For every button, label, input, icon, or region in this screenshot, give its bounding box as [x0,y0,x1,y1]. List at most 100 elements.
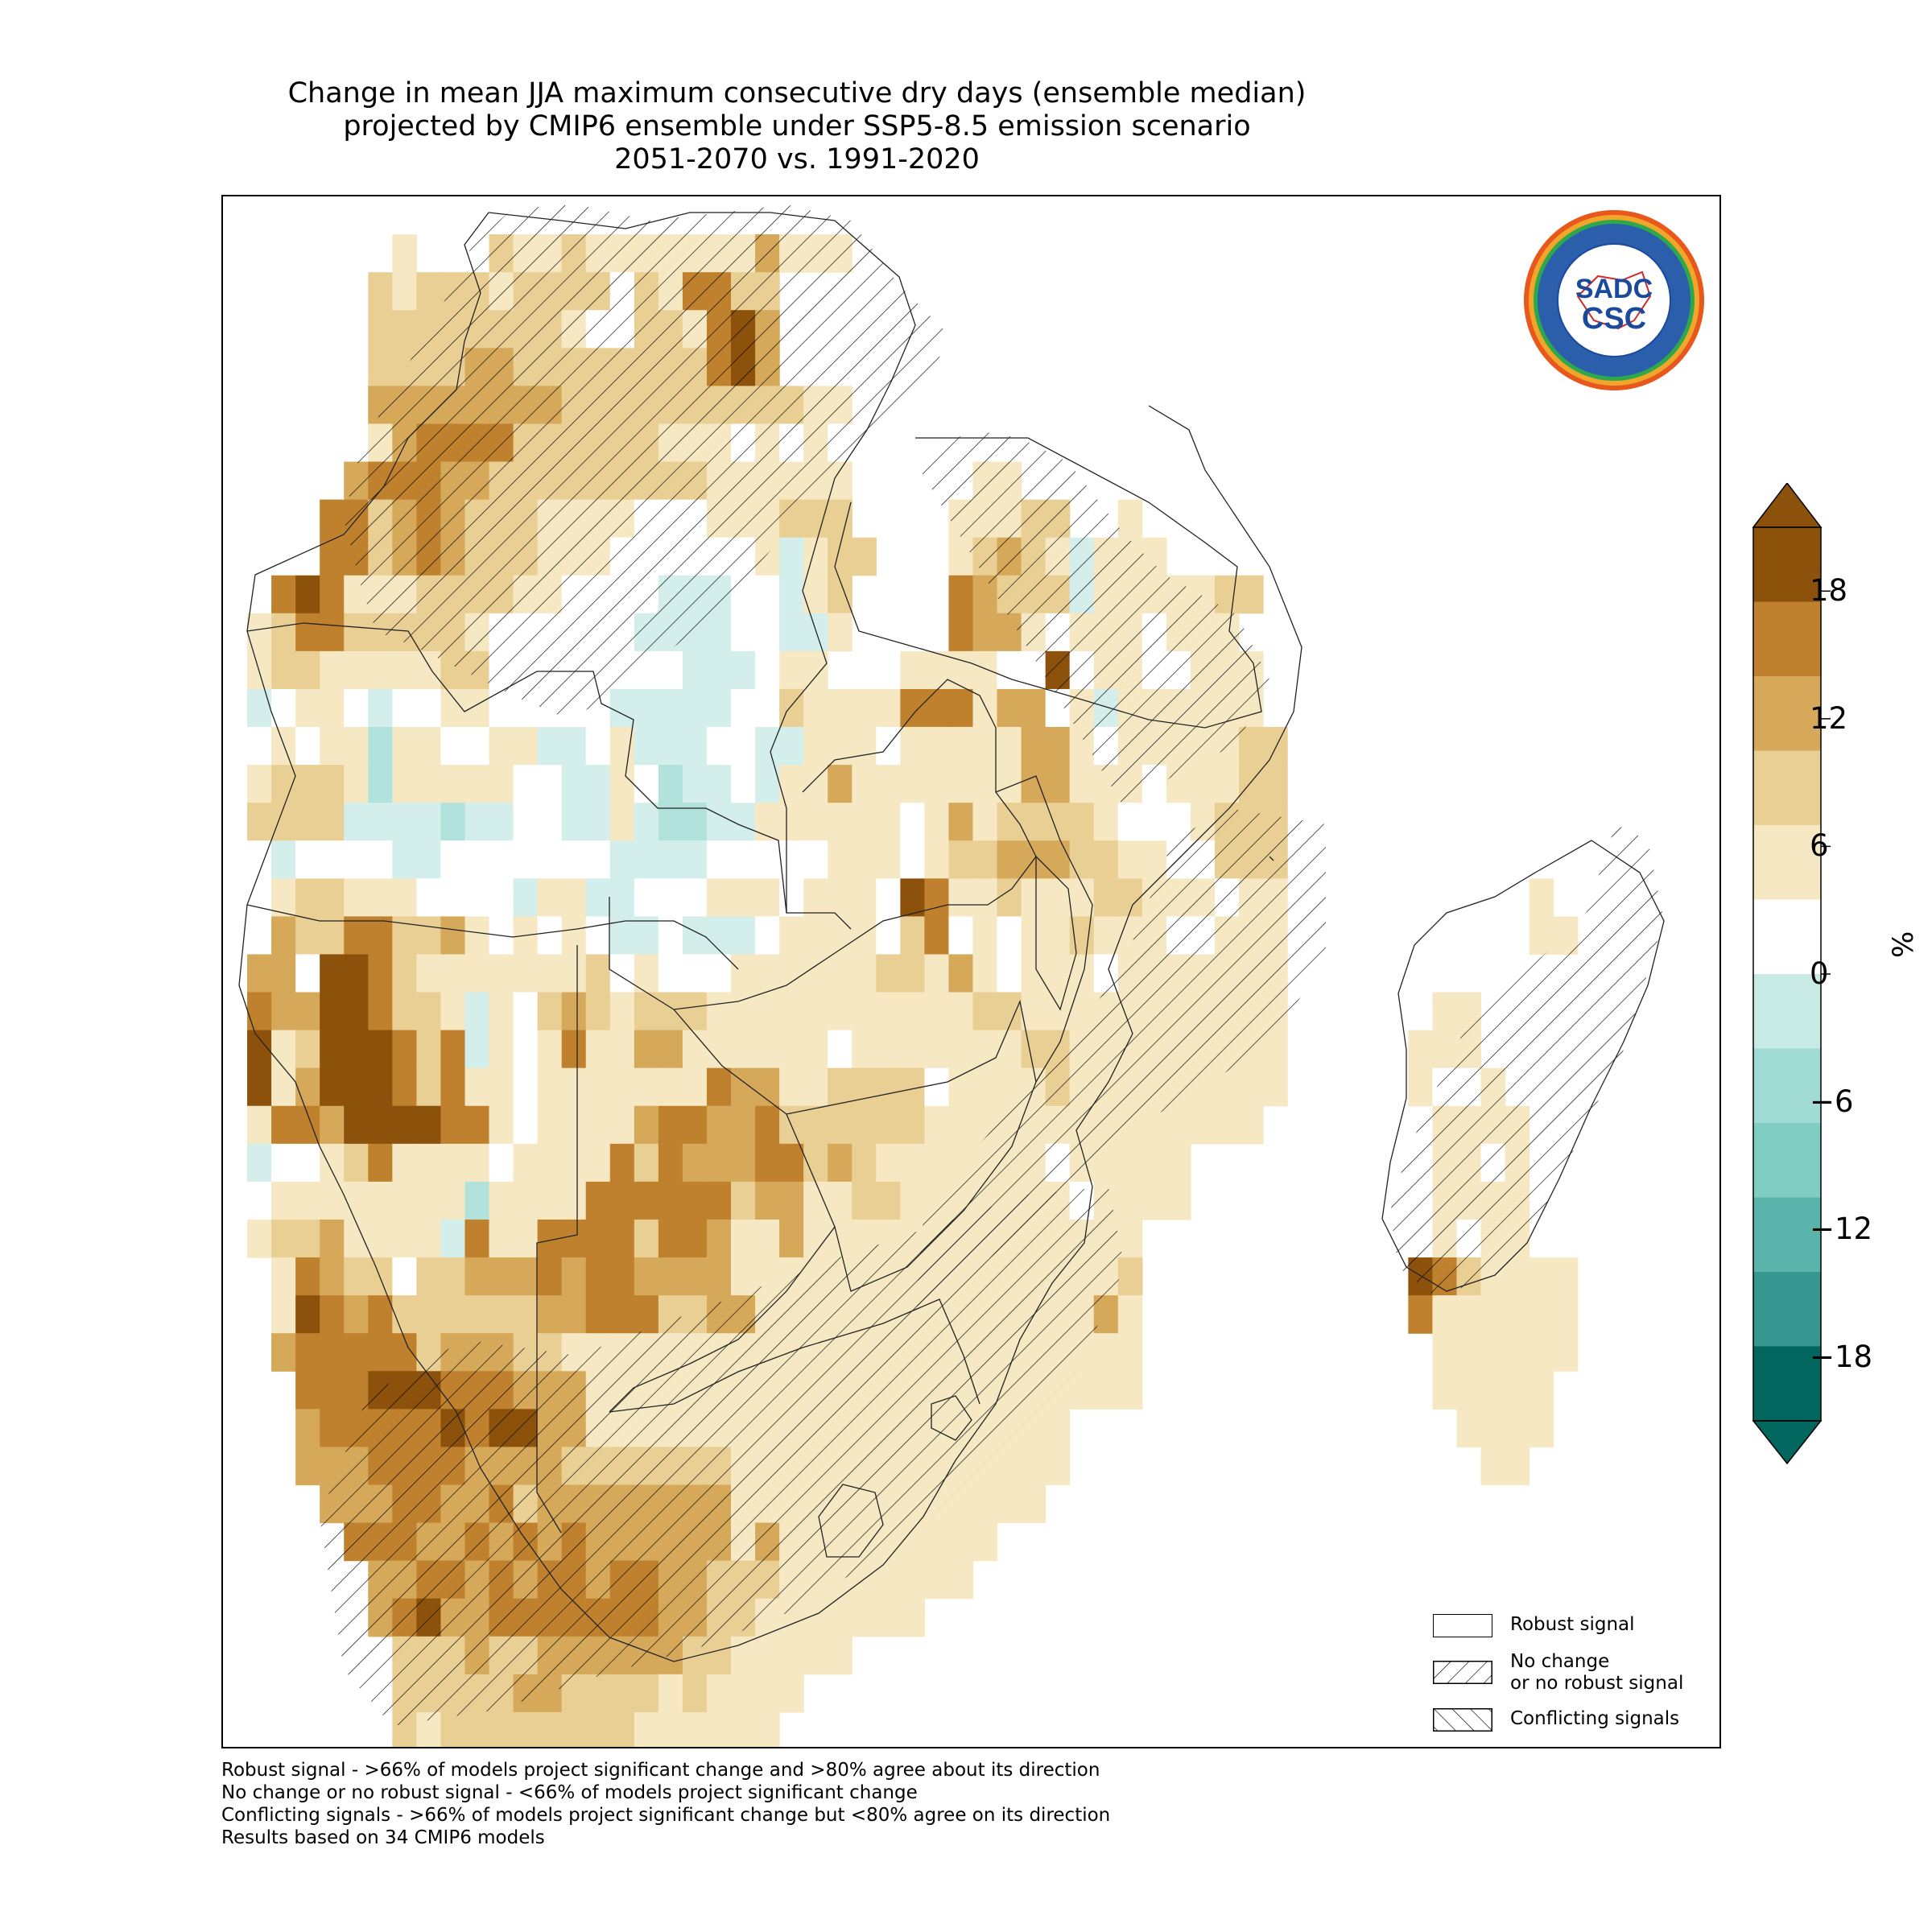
grid-cell [900,992,925,1031]
grid-cell [658,1181,683,1220]
grid-cell [464,916,490,956]
grid-cell [779,1636,804,1675]
grid-cell [1141,1143,1167,1183]
grid-cell [320,499,345,539]
grid-cell [682,878,708,917]
grid-cell [489,878,514,917]
grid-cell [416,1067,442,1107]
grid-cell [634,1257,659,1296]
grid-cell [948,765,974,803]
grid-cell [489,1181,514,1220]
grid-cell [392,272,417,311]
grid-cell [247,727,272,766]
grid-cell [997,1067,1022,1107]
grid-cell [416,1105,442,1145]
grid-cell [731,1181,756,1220]
grid-cell [948,1560,974,1600]
grid-cell [1505,1295,1530,1334]
grid-cell [585,1181,611,1220]
grid-cell [924,803,950,841]
grid-cell [513,1257,539,1296]
grid-cell [852,1143,877,1183]
grid-cell [585,1219,611,1258]
grid-cell [344,840,369,879]
grid-cell [900,1598,925,1637]
grid-cell [706,1674,732,1713]
grid-cell [876,727,901,766]
grid-cell [828,537,852,576]
border-botswana-east [609,1009,836,1413]
grid-cell [803,1067,828,1107]
grid-cell [779,992,804,1031]
grid-cell [876,878,901,917]
grid-cell [320,1219,345,1258]
grid-cell [900,650,925,690]
colorbar-tick-label: −18 [1810,1339,1873,1374]
colorbar-segment [1753,825,1821,900]
grid-cell [634,1143,659,1183]
grid-cell [972,1067,998,1107]
coastline-madagascar [1381,840,1665,1292]
border-angola-south [246,904,739,970]
grid-cell [344,1219,369,1258]
grid-cell [852,878,877,917]
grid-cell [416,272,442,311]
grid-cell [706,650,732,690]
border-namibia-botswana [536,945,578,1534]
grid-cell [392,234,417,273]
grid-cell [1045,1409,1071,1448]
grid-cell [924,878,950,917]
grid-cell [948,688,974,728]
grid-cell [368,1295,393,1334]
legend-swatch-no-change [1433,1661,1492,1684]
grid-cell [609,1219,635,1258]
grid-cell [755,916,780,956]
grid-cell [271,1067,296,1107]
grid-cell [803,1105,828,1145]
grid-cell [682,840,708,879]
grid-cell [416,1030,442,1069]
grid-cell [1529,1371,1554,1410]
grid-cell [513,1143,539,1183]
grid-cell [416,1295,442,1334]
grid-cell [1045,916,1071,956]
grid-cell [634,954,659,993]
grid-cell [1239,765,1264,803]
grid-cell [609,840,635,879]
grid-cell [803,840,828,879]
grid-cell [972,878,998,917]
grid-cell [440,878,466,917]
map-panel [221,195,1721,1748]
grid-cell [948,1105,974,1145]
grid-cell [779,1674,804,1713]
grid-cell [320,1143,345,1183]
grid-cell [755,650,780,690]
hatch-region-south [320,1187,1125,1726]
grid-cell [1069,1371,1095,1410]
grid-cell [828,461,852,501]
grid-cell [924,992,950,1031]
grid-cell [852,688,877,728]
grid-cell [537,1295,563,1334]
grid-cell [1432,1295,1458,1334]
grid-cell [295,1371,320,1410]
grid-cell [320,916,345,956]
grid-cell [247,992,272,1031]
colorbar-segment [1753,1123,1821,1198]
grid-cell [731,1105,756,1145]
grid-cell [416,916,442,956]
grid-cell [1553,1257,1579,1296]
grid-cell [440,727,466,766]
grid-cell [1045,765,1071,803]
grid-cell [609,1030,635,1069]
grid-cell [948,954,974,993]
grid-cell [464,1295,490,1334]
grid-cell [731,1219,756,1258]
border-comoros-mark [1269,856,1274,861]
hatch-region-madagascar [1390,824,1664,1299]
grid-cell [682,954,708,993]
grid-cell [948,1522,974,1562]
grid-cell [1069,840,1095,879]
grid-cell [1045,992,1071,1031]
grid-cell [948,916,974,956]
